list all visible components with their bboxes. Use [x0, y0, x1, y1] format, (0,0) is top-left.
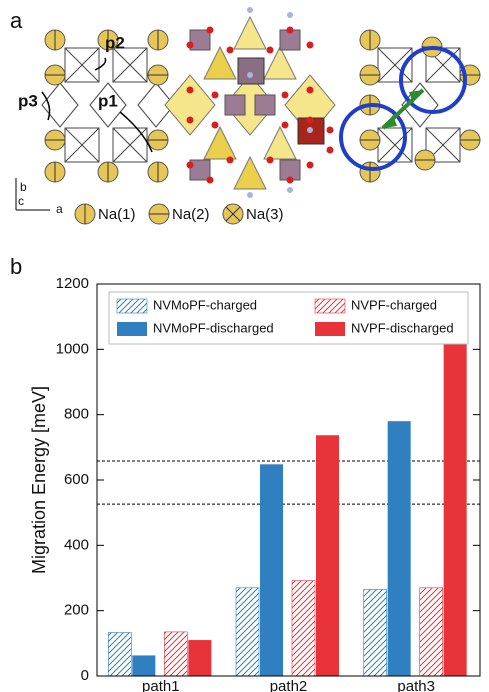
axis-name: b	[20, 180, 27, 194]
oxygen	[287, 177, 294, 184]
fluorine	[287, 12, 293, 18]
bar	[420, 588, 443, 676]
oxygen	[327, 147, 334, 154]
bar	[444, 344, 467, 676]
polyhedron	[234, 17, 266, 49]
oxygen	[207, 177, 214, 184]
bar	[236, 588, 259, 676]
polyhedron	[165, 75, 215, 135]
x-tick-label: path2	[270, 678, 308, 692]
oxygen	[282, 122, 289, 129]
oxygen	[307, 87, 314, 94]
legend-swatch	[315, 322, 345, 336]
polyhedron	[225, 95, 245, 115]
polyhedron	[264, 127, 296, 159]
oxygen	[267, 47, 274, 54]
legend-label: Na(1)	[98, 206, 136, 223]
polyhedron	[190, 160, 210, 180]
fluorine	[247, 7, 253, 13]
oxygen	[307, 117, 314, 124]
oxygen	[187, 162, 194, 169]
legend-label: NVMoPF-charged	[153, 297, 257, 312]
polyhedron	[204, 127, 236, 159]
y-tick-label: 0	[81, 667, 89, 684]
bar	[388, 421, 411, 676]
polyhedron	[255, 95, 275, 115]
bar	[260, 464, 283, 676]
oxygen	[187, 42, 194, 49]
path-label: p2	[105, 33, 125, 52]
oxygen	[307, 162, 314, 169]
path-label: p1	[98, 91, 118, 110]
x-tick-label: path1	[142, 678, 180, 692]
legend-label: NVMoPF-discharged	[153, 320, 274, 335]
y-tick-label: 800	[64, 406, 89, 423]
bar	[108, 633, 131, 676]
axis-name: c	[18, 194, 24, 208]
bar	[292, 581, 315, 676]
bar	[188, 640, 211, 676]
y-tick-label: 400	[64, 536, 89, 553]
path-label: p3	[18, 91, 38, 110]
oxygen	[227, 47, 234, 54]
y-tick-label: 200	[64, 602, 89, 619]
figure: a p2 p3 p1 b c a Na(1) Na(2) Na(3) b Mig…	[0, 0, 489, 692]
y-tick-label: 600	[64, 471, 89, 488]
oxygen	[212, 92, 219, 99]
y-tick-label: 1200	[56, 275, 89, 292]
legend-label: Na(2)	[172, 206, 210, 223]
x-tick-label: path3	[397, 678, 435, 692]
polyhedron	[190, 30, 210, 50]
oxygen	[212, 122, 219, 129]
fluorine	[307, 127, 313, 133]
fluorine	[287, 187, 293, 193]
fluorine	[247, 192, 253, 198]
legend-swatch	[117, 322, 147, 336]
legend-label: Na(3)	[246, 206, 284, 223]
y-axis-label: Migration Energy [meV]	[29, 386, 49, 574]
panel-label: a	[10, 8, 23, 33]
oxygen	[282, 92, 289, 99]
y-tick-label: 1000	[56, 340, 89, 357]
oxygen	[207, 27, 214, 34]
fluorine	[247, 72, 253, 78]
oxygen	[227, 157, 234, 164]
bar	[132, 655, 155, 676]
bar	[364, 589, 387, 676]
oxygen	[287, 27, 294, 34]
legend-label: NVPF-discharged	[351, 320, 454, 335]
oxygen	[327, 127, 334, 134]
polyhedron	[42, 83, 78, 127]
bar	[164, 632, 187, 676]
legend-swatch	[315, 299, 345, 313]
oxygen	[267, 157, 274, 164]
legend-swatch	[117, 299, 147, 313]
bar	[316, 435, 339, 676]
oxygen	[307, 42, 314, 49]
panel-label: b	[10, 254, 22, 279]
oxygen	[187, 87, 194, 94]
polyhedron	[234, 157, 266, 189]
polyhedron	[238, 58, 264, 84]
axis-name: a	[56, 202, 63, 216]
oxygen	[187, 117, 194, 124]
legend-label: NVPF-charged	[351, 297, 437, 312]
